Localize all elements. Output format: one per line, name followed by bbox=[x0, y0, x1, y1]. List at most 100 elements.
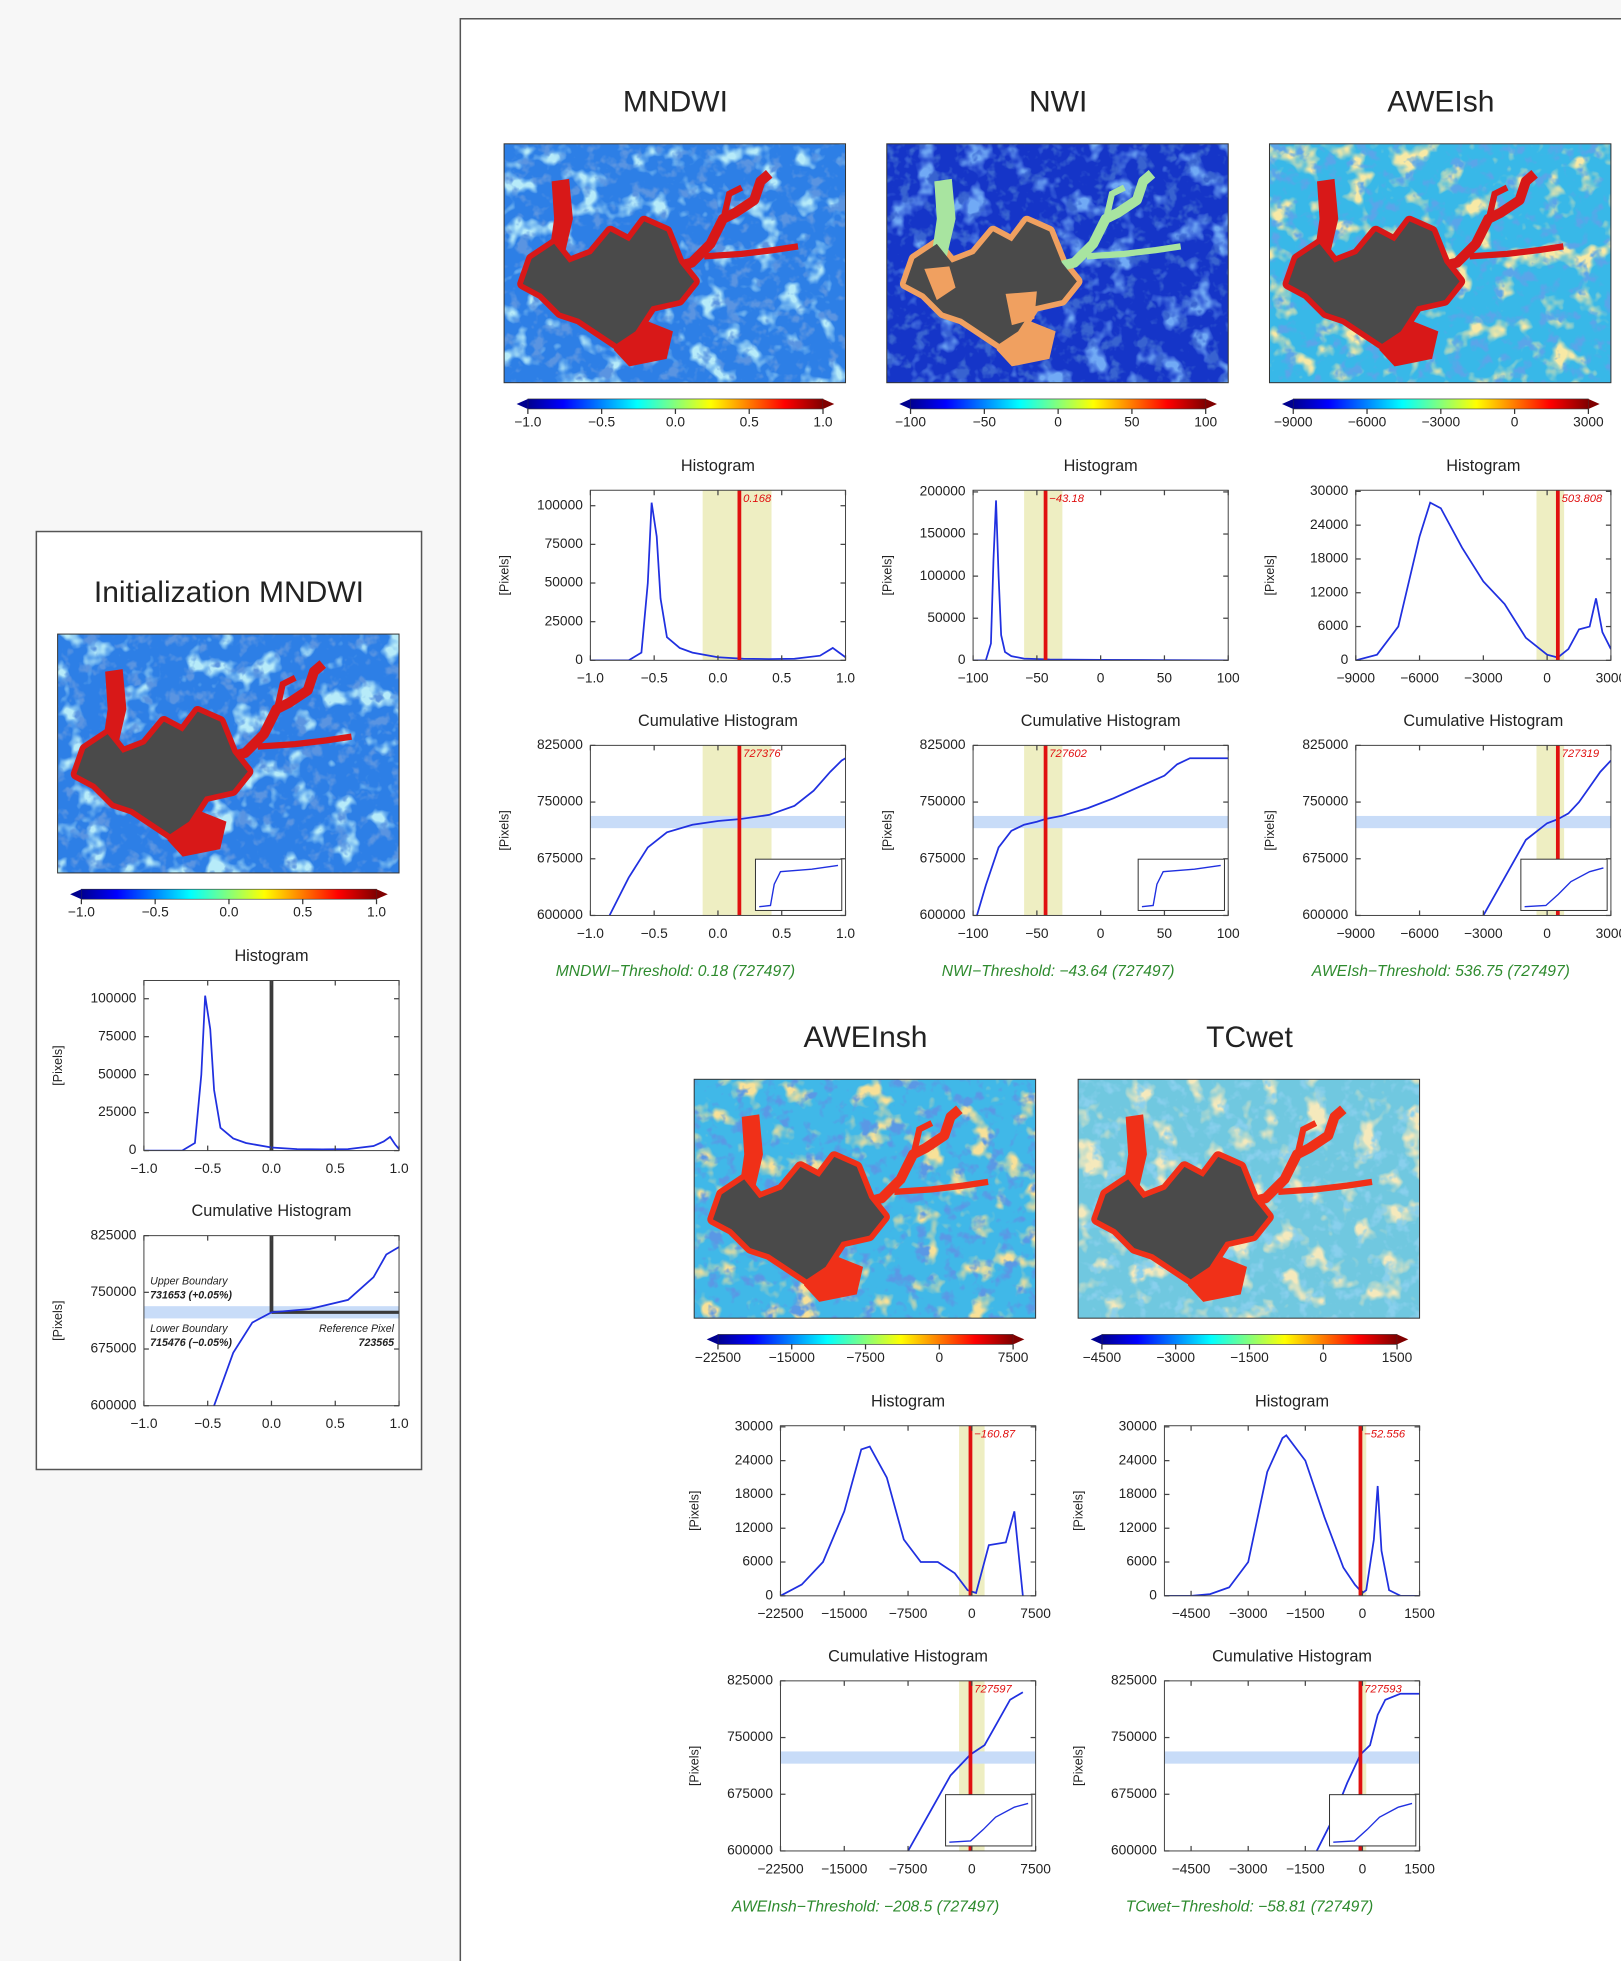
y-tick-label: 6000 bbox=[742, 1554, 773, 1569]
curve bbox=[1164, 1434, 1420, 1596]
threshold-band bbox=[1358, 1425, 1367, 1596]
y-tick-label: 24000 bbox=[1119, 1452, 1158, 1467]
inset-frame bbox=[754, 858, 843, 911]
lake-arm bbox=[1314, 178, 1339, 257]
lake-arm bbox=[703, 243, 799, 260]
lake-body bbox=[905, 221, 1077, 344]
annotation: 731653 (+0.05%) bbox=[150, 1289, 232, 1301]
lake-arm bbox=[1485, 184, 1509, 223]
colorbar-tick-label: −1.0 bbox=[68, 905, 95, 920]
y-tick-label: 600000 bbox=[537, 907, 583, 922]
y-tick-label: 675000 bbox=[1111, 1786, 1157, 1801]
colorbar-arrow bbox=[1013, 1334, 1025, 1345]
lake-arm bbox=[931, 178, 956, 257]
plot-background bbox=[973, 490, 1229, 661]
plot-area bbox=[143, 980, 400, 1151]
y-axis-label: [Pixels] bbox=[1072, 1746, 1086, 1786]
y-axis-label: [Pixels] bbox=[498, 810, 512, 850]
x-tick-label: −3000 bbox=[1464, 671, 1503, 686]
y-tick-label: 100000 bbox=[537, 497, 583, 512]
threshold-band bbox=[702, 490, 772, 661]
panel-title: AWEInsh bbox=[804, 1021, 928, 1054]
chart-title: Histogram bbox=[1255, 1392, 1329, 1410]
colorbar-tick-label: −0.5 bbox=[588, 414, 615, 429]
x-tick-label: −3000 bbox=[1464, 926, 1503, 941]
x-tick-label: 1500 bbox=[1404, 1861, 1435, 1876]
x-tick-label: −0.5 bbox=[194, 1416, 221, 1431]
x-tick-label: 0.5 bbox=[772, 926, 791, 941]
colorbar-tick-label: −7500 bbox=[846, 1350, 885, 1365]
y-tick-label: 0 bbox=[129, 1142, 137, 1157]
image-border bbox=[886, 143, 1229, 384]
lake-arm bbox=[719, 184, 744, 223]
lake-patch bbox=[924, 266, 1037, 326]
colorbar-tick-label: −9000 bbox=[1274, 414, 1313, 429]
threshold-label: −160.87 bbox=[974, 1428, 1016, 1440]
y-tick-label: 0 bbox=[765, 1587, 773, 1602]
satellite-image bbox=[693, 1078, 1037, 1319]
y-tick-label: 600000 bbox=[1111, 1843, 1157, 1858]
y-tick-label: 0 bbox=[1341, 652, 1349, 667]
x-tick-label: 0.5 bbox=[772, 671, 791, 686]
x-tick-label: 0.0 bbox=[708, 926, 727, 941]
y-tick-label: 50000 bbox=[927, 610, 966, 625]
annotation: Reference Pixel bbox=[319, 1323, 395, 1335]
colorbar-arrow bbox=[516, 398, 528, 409]
colorbar-tick-label: −6000 bbox=[1348, 414, 1387, 429]
colorbar bbox=[81, 888, 377, 900]
y-tick-label: 25000 bbox=[98, 1104, 137, 1119]
threshold-band bbox=[1358, 1680, 1367, 1851]
x-tick-label: −3000 bbox=[1229, 1861, 1268, 1876]
y-axis-label: [Pixels] bbox=[1263, 810, 1277, 850]
colorbar-tick-label: −100 bbox=[895, 414, 926, 429]
panel-title: TCwet bbox=[1206, 1021, 1293, 1054]
colorbar-arrow bbox=[1397, 1334, 1409, 1345]
lake-arm bbox=[1048, 170, 1156, 274]
y-tick-label: 750000 bbox=[1302, 794, 1348, 809]
x-tick-label: −100 bbox=[958, 671, 989, 686]
curve bbox=[1482, 759, 1611, 916]
lake-body bbox=[712, 1156, 885, 1280]
plot-area bbox=[780, 1425, 1036, 1596]
annotation: Lower Boundary bbox=[150, 1323, 228, 1335]
lake-arm bbox=[894, 1178, 989, 1195]
x-tick-label: 1.0 bbox=[836, 926, 855, 941]
colorbar-tick-label: 1.0 bbox=[367, 905, 386, 920]
plot-area bbox=[590, 745, 846, 916]
colorbar bbox=[1101, 1334, 1398, 1345]
threshold-caption: MNDWI−Threshold: 0.18 (727497) bbox=[556, 963, 795, 980]
y-tick-label: 30000 bbox=[1310, 483, 1349, 498]
satellite-image bbox=[57, 633, 400, 874]
colorbar bbox=[527, 398, 824, 410]
curve bbox=[1355, 501, 1611, 661]
x-tick-label: 0 bbox=[968, 1606, 976, 1621]
colorbar bbox=[910, 398, 1207, 410]
y-tick-label: 18000 bbox=[1119, 1486, 1158, 1501]
y-tick-label: 6000 bbox=[1126, 1554, 1157, 1569]
plot-area bbox=[1355, 745, 1611, 916]
image-border bbox=[57, 633, 400, 874]
x-tick-label: 0.0 bbox=[708, 671, 727, 686]
y-tick-label: 600000 bbox=[920, 907, 966, 922]
x-tick-label: −4500 bbox=[1172, 1861, 1211, 1876]
x-tick-label: 0 bbox=[1359, 1606, 1367, 1621]
x-tick-label: 1.0 bbox=[389, 1416, 408, 1431]
colorbar-tick-label: 1500 bbox=[1382, 1350, 1413, 1365]
colorbar bbox=[1292, 398, 1589, 410]
threshold-label: 503.808 bbox=[1562, 493, 1603, 505]
lake-arm bbox=[1086, 243, 1182, 260]
panel-title: Initialization MNDWI bbox=[94, 576, 364, 609]
colorbar-tick-label: −50 bbox=[973, 414, 997, 429]
x-tick-label: −22500 bbox=[757, 1861, 804, 1876]
x-tick-label: −6000 bbox=[1400, 926, 1439, 941]
y-tick-label: 600000 bbox=[1302, 907, 1348, 922]
x-tick-label: 0 bbox=[968, 1861, 976, 1876]
plot-background bbox=[1355, 490, 1611, 661]
x-tick-label: −1.0 bbox=[130, 1161, 157, 1176]
y-tick-label: 675000 bbox=[91, 1341, 137, 1356]
y-axis-label: [Pixels] bbox=[688, 1491, 702, 1531]
plot-background bbox=[780, 1425, 1036, 1596]
y-tick-label: 825000 bbox=[91, 1227, 137, 1242]
curve bbox=[143, 995, 400, 1151]
